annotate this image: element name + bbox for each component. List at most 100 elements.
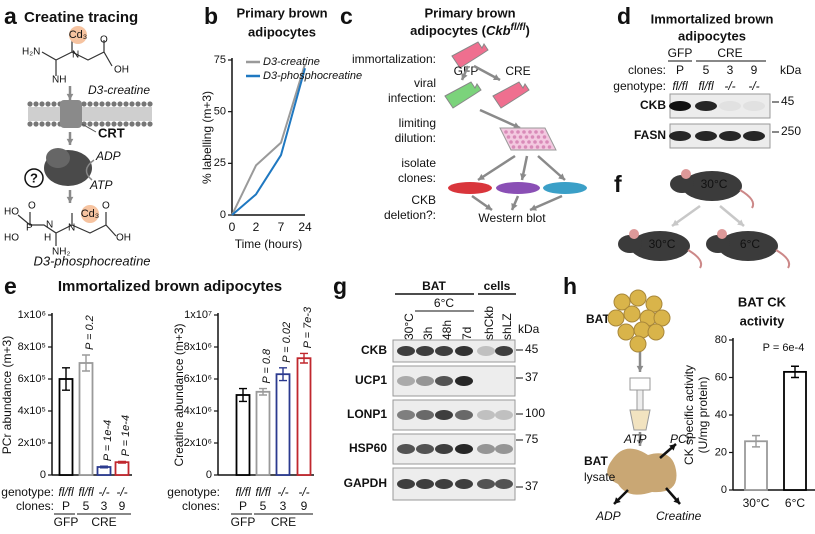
unit: kDa [780, 63, 802, 77]
y-tick-label: 80 [715, 334, 727, 346]
homogenizer [629, 377, 651, 391]
band [477, 410, 495, 420]
well [510, 130, 514, 134]
arrow-head [530, 204, 537, 211]
error-bar [62, 367, 70, 391]
band-name: HSP60 [349, 441, 387, 455]
panel-letter: c [340, 3, 353, 29]
sample: BAT [584, 454, 608, 468]
band [695, 131, 717, 141]
label: CRE [717, 46, 742, 60]
bar [744, 440, 768, 491]
well [506, 135, 511, 139]
well [534, 130, 538, 134]
lipid-head [111, 121, 117, 127]
p-value: P = 6e-4 [763, 342, 805, 354]
p-value: P = 0.2 [84, 315, 96, 350]
band [477, 444, 495, 454]
well [535, 145, 540, 149]
band [416, 410, 434, 420]
arrow-head [636, 439, 644, 446]
isotope-marker [81, 205, 99, 223]
error-bar [279, 367, 287, 382]
lane-label: 30°C [402, 313, 416, 340]
adipocyte [629, 289, 647, 307]
lipid-head [99, 101, 105, 107]
well [527, 140, 531, 144]
y-tick-label: 0 [40, 469, 46, 481]
label: fl/fl [235, 485, 251, 499]
band [397, 444, 415, 454]
legend-label: D3-creatine [263, 56, 320, 68]
arrow-head [737, 219, 744, 226]
panel-title: adipocytes [678, 28, 746, 43]
enzyme [46, 148, 70, 168]
plate [499, 127, 557, 151]
molecule-name: D3-creatine [88, 83, 150, 97]
lipid-head [27, 121, 33, 127]
chart-title: adipocytes [248, 24, 316, 39]
well [518, 135, 523, 139]
x-tick-label: 5 [83, 499, 90, 513]
well [540, 130, 544, 134]
chart-title: activity [740, 313, 786, 328]
isotope-marker [69, 26, 87, 44]
band [416, 376, 434, 386]
well [539, 140, 543, 144]
tube [629, 409, 651, 431]
bar [275, 373, 291, 476]
lipid-head [123, 101, 129, 107]
row-label: clones: [182, 499, 220, 513]
marker: 75 [525, 432, 539, 446]
panel-letter: h [563, 273, 577, 299]
arrow-head [511, 203, 518, 210]
label: fl/fl [698, 79, 714, 93]
band [669, 131, 691, 141]
lipid-head [129, 101, 135, 107]
x-tick-label: 9 [119, 499, 126, 513]
title-part: ) [526, 23, 530, 38]
band [435, 410, 453, 420]
lysate [607, 448, 677, 495]
clone-cell [543, 182, 587, 194]
band-name: FASN [634, 128, 666, 142]
lipid-head [135, 121, 141, 127]
lipid-head [51, 121, 57, 127]
sample: lysate [584, 470, 616, 484]
atom-label: N [68, 223, 75, 234]
p-value: P = 1e-4 [102, 420, 114, 461]
y-tick-label: 0 [721, 484, 727, 496]
band [435, 376, 453, 386]
error-bar [100, 465, 108, 469]
band [477, 479, 495, 489]
band [397, 410, 415, 420]
y-tick-label: 75 [214, 54, 226, 66]
label: ? [30, 170, 38, 185]
band [455, 444, 473, 454]
bar [58, 378, 74, 476]
panel-title: adipocytes (Ckbfl/fl) [410, 22, 530, 39]
label: 3 [727, 63, 734, 77]
lipid-head [123, 121, 129, 127]
lipid-head [87, 101, 93, 107]
atom-label: O [102, 201, 110, 212]
lipid-head [45, 101, 51, 107]
panel-letter: e [4, 273, 17, 299]
chart-title: Primary brown [236, 5, 327, 20]
well [515, 140, 519, 144]
lipid-head [45, 121, 51, 127]
arrow-head [673, 497, 680, 504]
x-tick-label: 30°C [743, 496, 770, 510]
label: -/- [748, 79, 759, 93]
molecule-name: D3-phosphocreatine [33, 253, 150, 268]
y-tick-label: 20 [715, 446, 727, 458]
arrow-shaft [477, 154, 516, 182]
step-label: isolate [401, 156, 436, 170]
panel-title: Primary brown [424, 5, 515, 20]
label: -/- [98, 485, 109, 499]
title-gene: Ckb [486, 23, 511, 38]
band [719, 101, 741, 111]
label: 9 [751, 63, 758, 77]
row-label: genotype: [167, 485, 220, 499]
band [416, 346, 434, 356]
